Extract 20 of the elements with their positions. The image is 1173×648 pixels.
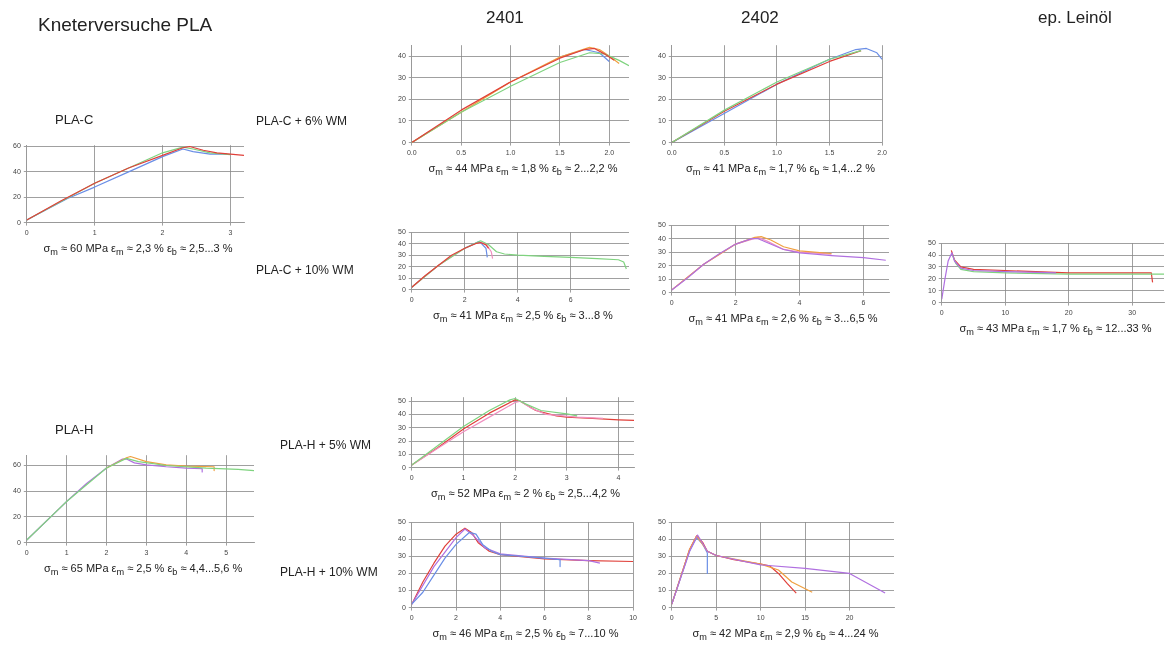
text: PLA-C + 6% WM <box>256 114 348 128</box>
text: ep. Leinöl <box>1038 8 1112 28</box>
text: 2402 <box>741 8 779 28</box>
text: PLA-H + 5% WM <box>280 438 372 452</box>
chart-title: PLA-H <box>55 422 94 437</box>
text: σ$_{m}$ ≈ 42 MPa ε$_{m}$ ≈ 2,9 % ε$_{b}$ ≈ 4...24 % <box>692 627 879 643</box>
text: PLA-H + 10% WM <box>280 565 378 579</box>
text: σ$_{m}$ ≈ 46 MPa ε$_{m}$ ≈ 2,5 % ε$_{b}$ ≈ 7...10 % <box>432 627 619 643</box>
text: 2401 <box>486 8 524 28</box>
chart-title: PLA-C <box>55 112 94 127</box>
text: σ$_{m}$ ≈ 44 MPa ε$_{m}$ ≈ 1,8 % ε$_{b}$ ≈ 2...2,2 % <box>428 162 618 178</box>
text: σ$_{m}$ ≈ 65 MPa ε$_{m}$ ≈ 2,5 % ε$_{b}$ ≈ 4,4...5,6 % <box>44 562 243 578</box>
text: PLA-C + 10% WM <box>256 263 354 277</box>
text: σ$_{m}$ ≈ 41 MPa ε$_{m}$ ≈ 2,5 % ε$_{b}$ ≈ 3...8 % <box>433 309 613 325</box>
text: σ$_{m}$ ≈ 41 MPa ε$_{m}$ ≈ 2,6 % ε$_{b}$ ≈ 3...6,5 % <box>688 312 878 328</box>
text: σ$_{m}$ ≈ 60 MPa ε$_{m}$ ≈ 2,3 % ε$_{b}$ ≈ 2,5...3 % <box>43 242 233 258</box>
text: σ$_{m}$ ≈ 41 MPa ε$_{m}$ ≈ 1,7 % ε$_{b}$ ≈ 1,4...2 % <box>686 162 876 178</box>
text: Kneterversuche PLA <box>38 14 213 36</box>
text: σ$_{m}$ ≈ 52 MPa ε$_{m}$ ≈ 2 % ε$_{b}$ ≈ 2,5...4,2 % <box>431 487 621 503</box>
text: σ$_{m}$ ≈ 43 MPa ε$_{m}$ ≈ 1,7 % ε$_{b}$ ≈ 12...33 % <box>959 322 1152 338</box>
